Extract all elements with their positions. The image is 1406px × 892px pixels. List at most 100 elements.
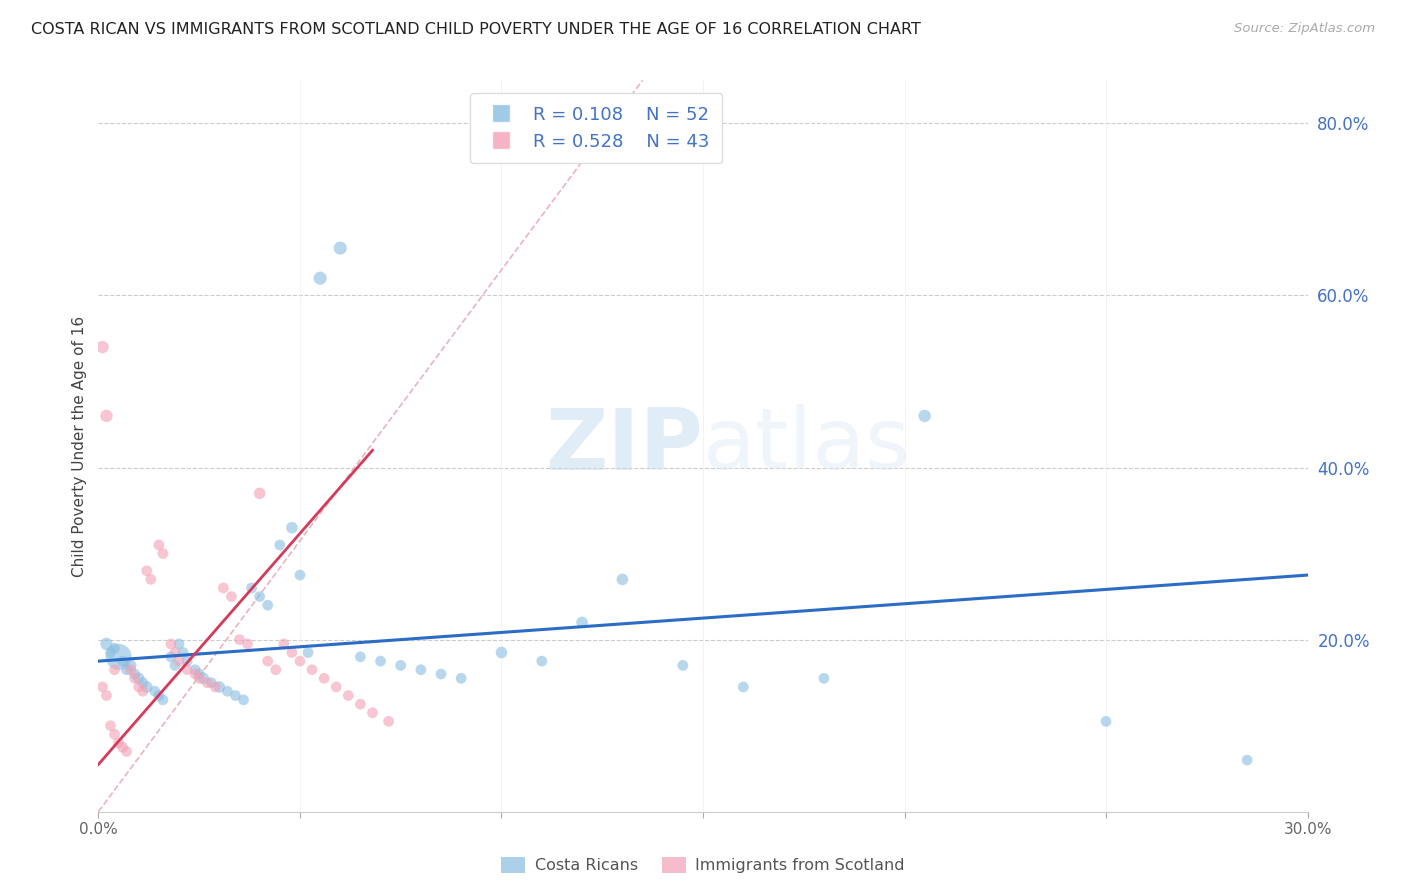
Point <box>167 654 190 668</box>
Point <box>152 547 174 561</box>
Point <box>148 538 170 552</box>
Point <box>115 663 138 677</box>
Point <box>160 649 183 664</box>
Point <box>232 693 254 707</box>
Point <box>139 573 162 587</box>
Point <box>176 663 198 677</box>
Legend: R = 0.108    N = 52, R = 0.528    N = 43: R = 0.108 N = 52, R = 0.528 N = 43 <box>470 93 723 163</box>
Text: Source: ZipAtlas.com: Source: ZipAtlas.com <box>1234 22 1375 36</box>
Point <box>212 581 235 595</box>
Point <box>124 667 146 681</box>
Point <box>249 486 271 500</box>
Point <box>135 564 157 578</box>
Point <box>337 689 360 703</box>
Point <box>309 271 332 285</box>
Point <box>409 663 432 677</box>
Point <box>96 689 118 703</box>
Point <box>128 680 150 694</box>
Point <box>200 675 222 690</box>
Point <box>813 671 835 685</box>
Point <box>107 649 129 664</box>
Point <box>240 581 263 595</box>
Legend: Costa Ricans, Immigrants from Scotland: Costa Ricans, Immigrants from Scotland <box>495 850 911 880</box>
Point <box>288 654 311 668</box>
Point <box>224 689 246 703</box>
Point <box>1236 753 1258 767</box>
Point <box>195 675 218 690</box>
Point <box>325 680 347 694</box>
Point <box>124 671 146 685</box>
Point <box>204 680 226 694</box>
Point <box>349 697 371 711</box>
Point <box>193 671 215 685</box>
Point <box>163 646 186 660</box>
Point <box>188 667 211 681</box>
Point <box>281 521 304 535</box>
Point <box>430 667 453 681</box>
Point <box>111 740 134 755</box>
Point <box>128 671 150 685</box>
Point <box>100 646 122 660</box>
Point <box>530 654 553 668</box>
Point <box>450 671 472 685</box>
Point <box>314 671 336 685</box>
Point <box>132 684 155 698</box>
Point <box>571 615 593 630</box>
Point <box>672 658 695 673</box>
Point <box>269 538 291 552</box>
Point <box>143 684 166 698</box>
Point <box>111 654 134 668</box>
Point <box>152 693 174 707</box>
Point <box>1095 714 1118 729</box>
Point <box>256 598 278 612</box>
Point <box>273 637 295 651</box>
Point <box>107 736 129 750</box>
Y-axis label: Child Poverty Under the Age of 16: Child Poverty Under the Age of 16 <box>72 316 87 576</box>
Point <box>217 684 239 698</box>
Point <box>281 646 304 660</box>
Point <box>91 340 114 354</box>
Point <box>288 568 311 582</box>
Point <box>733 680 755 694</box>
Point <box>256 654 278 668</box>
Point <box>160 637 183 651</box>
Point <box>184 667 207 681</box>
Point <box>221 590 243 604</box>
Point <box>236 637 259 651</box>
Point <box>103 641 125 656</box>
Point <box>184 663 207 677</box>
Point <box>96 637 118 651</box>
Point <box>228 632 250 647</box>
Point <box>167 637 190 651</box>
Point <box>135 680 157 694</box>
Point <box>148 689 170 703</box>
Text: atlas: atlas <box>703 404 911 488</box>
Point <box>188 671 211 685</box>
Point <box>132 675 155 690</box>
Point <box>349 649 371 664</box>
Point <box>914 409 936 423</box>
Point <box>208 680 231 694</box>
Point <box>612 573 634 587</box>
Point <box>96 409 118 423</box>
Point <box>249 590 271 604</box>
Point <box>329 241 352 255</box>
Point <box>115 744 138 758</box>
Point <box>100 719 122 733</box>
Point <box>264 663 287 677</box>
Point <box>91 680 114 694</box>
Point <box>491 646 513 660</box>
Point <box>389 658 412 673</box>
Point <box>103 663 125 677</box>
Point <box>297 646 319 660</box>
Point <box>301 663 323 677</box>
Point <box>370 654 392 668</box>
Point <box>120 663 142 677</box>
Text: ZIP: ZIP <box>546 404 703 488</box>
Text: COSTA RICAN VS IMMIGRANTS FROM SCOTLAND CHILD POVERTY UNDER THE AGE OF 16 CORREL: COSTA RICAN VS IMMIGRANTS FROM SCOTLAND … <box>31 22 921 37</box>
Point <box>120 658 142 673</box>
Point <box>163 658 186 673</box>
Point <box>103 727 125 741</box>
Point <box>377 714 399 729</box>
Point <box>176 654 198 668</box>
